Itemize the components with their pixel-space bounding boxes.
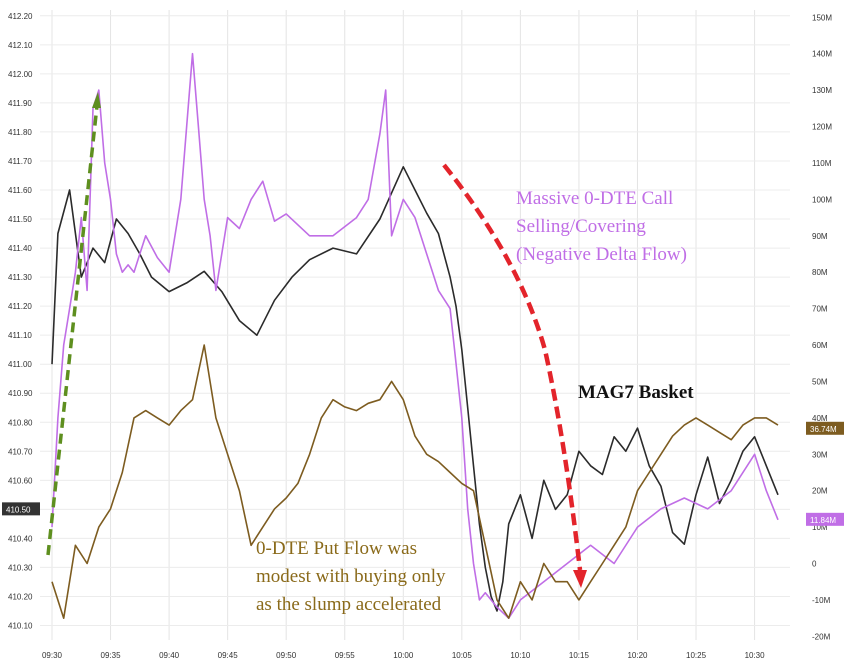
red-arrow-head-icon [573,570,587,588]
right-tick-label: 40M [812,414,828,423]
left-tick-label: 410.10 [8,621,33,630]
right-tick-label: 120M [812,123,832,132]
left-tick-label: 411.40 [8,244,32,253]
x-tick-label: 10:10 [510,651,531,660]
right-tick-label: 150M [812,13,832,22]
left-axis: 412.20 412.10 412.00 411.90 411.80 411.70 411.… [8,12,33,631]
right-tick-label: 90M [812,232,828,241]
left-tick-label: 410.60 [8,476,33,485]
end-label: 410.50 [2,502,40,516]
annotation-call-line-2: Selling/Covering [516,216,646,237]
annotations: Massive 0-DTE Call Selling/Covering (Neg… [256,188,694,615]
left-tick-label: 412.00 [8,70,33,79]
right-tick-label: 30M [812,450,828,459]
right-tick-label: -10M [812,596,831,605]
x-tick-label: 09:30 [42,651,63,660]
x-tick-label: 09:55 [335,651,356,660]
x-tick-label: 09:35 [101,651,122,660]
right-tick-label: -20M [812,632,831,641]
annotation-call-line-3: (Negative Delta Flow) [516,244,687,265]
end-label-text: 36.74M [810,425,837,434]
right-tick-label: 140M [812,50,832,59]
right-tick-label: 80M [812,268,828,277]
x-tick-label: 09:40 [159,651,180,660]
left-tick-label: 410.90 [8,389,33,398]
end-labels: 410.50 36.74M 11.84M [2,421,844,526]
series-line-mag7-basket [51,166,779,612]
left-tick-label: 410.20 [8,592,33,601]
right-tick-label: 100M [812,195,832,204]
x-tick-label: 10:20 [627,651,648,660]
annotation-put-line-3: as the slump accelerated [256,594,442,615]
grid [40,10,790,640]
right-tick-label: 130M [812,86,832,95]
end-label-text: 11.84M [810,516,836,525]
left-tick-label: 412.20 [8,12,33,21]
x-tick-label: 10:05 [452,651,473,660]
left-tick-label: 410.70 [8,447,33,456]
annotation-call-line-1: Massive 0-DTE Call [516,188,673,209]
right-tick-label: 50M [812,377,828,386]
right-tick-label: 110M [812,159,832,168]
end-label-box [2,502,40,516]
x-tick-label: 09:45 [218,651,239,660]
left-tick-label: 412.10 [8,41,33,50]
x-tick-label: 10:30 [745,651,766,660]
left-tick-label: 411.30 [8,273,32,282]
series-line-0-dte-call-flow [51,52,779,620]
left-tick-label: 411.20 [8,302,32,311]
annotation-put-line-1: 0-DTE Put Flow was [256,538,417,559]
arrows [46,92,587,588]
x-tick-label: 10:25 [686,651,707,660]
left-tick-label: 411.00 [8,360,32,369]
left-tick-label: 411.70 [8,157,32,166]
annotation-mag7: MAG7 Basket [578,382,694,403]
right-tick-label: 20M [812,487,828,496]
series-line-0-dte-put-flow [51,344,779,620]
x-tick-label: 10:00 [393,651,414,660]
left-tick-label: 410.80 [8,418,33,427]
left-tick-label: 411.80 [8,128,32,137]
right-tick-label: 10M [812,523,828,532]
end-label: 11.84M [806,512,844,526]
left-tick-label: 411.90 [8,99,32,108]
x-tick-label: 10:15 [569,651,590,660]
end-label-box [806,421,844,435]
end-label-text: 410.50 [6,505,31,514]
left-tick-label: 410.40 [8,534,33,543]
green-arrow-line [46,105,99,556]
series-layer [51,52,779,620]
right-tick-label: 0 [812,560,817,569]
left-tick-label: 411.50 [8,215,32,224]
right-tick-label: 70M [812,305,828,314]
annotation-put-line-2: modest with buying only [256,566,446,587]
left-tick-label: 411.10 [8,331,32,340]
x-axis: 09:30 09:35 09:40 09:45 09:50 09:55 10:00 10:05… [42,651,765,660]
left-tick-label: 410.30 [8,563,33,572]
x-tick-label: 09:50 [276,651,297,660]
end-label: 36.74M [806,421,844,435]
end-label-box [806,512,844,526]
red-arrow-line [442,163,583,571]
left-tick-label: 411.60 [8,186,32,195]
right-tick-label: 60M [812,341,828,350]
green-arrow-head-icon [92,92,101,108]
right-axis: 150M 140M 130M 120M 110M 100M 90M 80M 70M 60M 50M 4… [812,13,832,641]
